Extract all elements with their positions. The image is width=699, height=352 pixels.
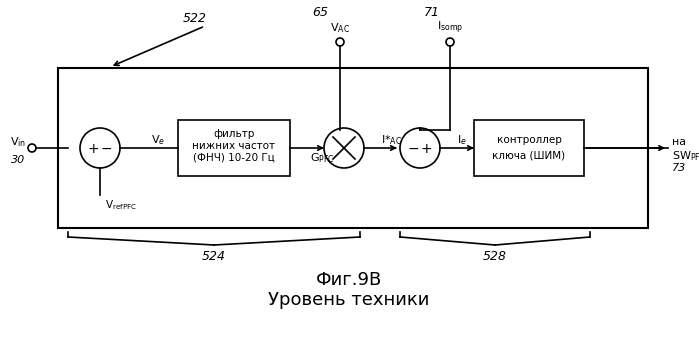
Text: V$_{\mathregular{in}}$: V$_{\mathregular{in}}$ <box>10 135 26 149</box>
Bar <box>178 120 290 176</box>
Text: SW$_{\mathregular{PFC}}$: SW$_{\mathregular{PFC}}$ <box>672 149 699 163</box>
Text: V$_{\mathregular{refPFC}}$: V$_{\mathregular{refPFC}}$ <box>105 198 137 212</box>
Text: 71: 71 <box>424 6 440 19</box>
Text: нижних частот: нижних частот <box>192 141 275 151</box>
Text: +: + <box>420 142 432 156</box>
Text: I$_{\mathregular{somp}}$: I$_{\mathregular{somp}}$ <box>437 20 463 36</box>
Text: 65: 65 <box>312 6 328 19</box>
Text: контроллер: контроллер <box>496 135 561 145</box>
Text: V$_e$: V$_e$ <box>151 133 165 147</box>
Text: фильтр: фильтр <box>213 129 254 139</box>
Text: I$_e$: I$_e$ <box>457 133 467 147</box>
Text: +: + <box>87 142 99 156</box>
Bar <box>58 68 648 228</box>
Text: 30: 30 <box>11 155 25 165</box>
Bar <box>474 120 584 176</box>
Text: I*$_{\mathregular{AC}}$: I*$_{\mathregular{AC}}$ <box>382 133 403 147</box>
Text: 73: 73 <box>672 163 686 173</box>
Text: (ФНЧ) 10-20 Гц: (ФНЧ) 10-20 Гц <box>193 153 275 163</box>
Text: 528: 528 <box>483 251 507 264</box>
Text: 524: 524 <box>202 251 226 264</box>
Text: ключа (ШИМ): ключа (ШИМ) <box>492 151 565 161</box>
Text: G$_{\mathregular{PFC}}$: G$_{\mathregular{PFC}}$ <box>310 151 334 165</box>
Text: −: − <box>100 142 112 156</box>
Text: V$_{\mathregular{AC}}$: V$_{\mathregular{AC}}$ <box>330 21 350 35</box>
Text: Уровень техники: Уровень техники <box>268 291 430 309</box>
Text: −: − <box>408 142 419 156</box>
Text: Фиг.9В: Фиг.9В <box>316 271 382 289</box>
Text: на: на <box>672 137 686 147</box>
Text: 522: 522 <box>183 12 207 25</box>
